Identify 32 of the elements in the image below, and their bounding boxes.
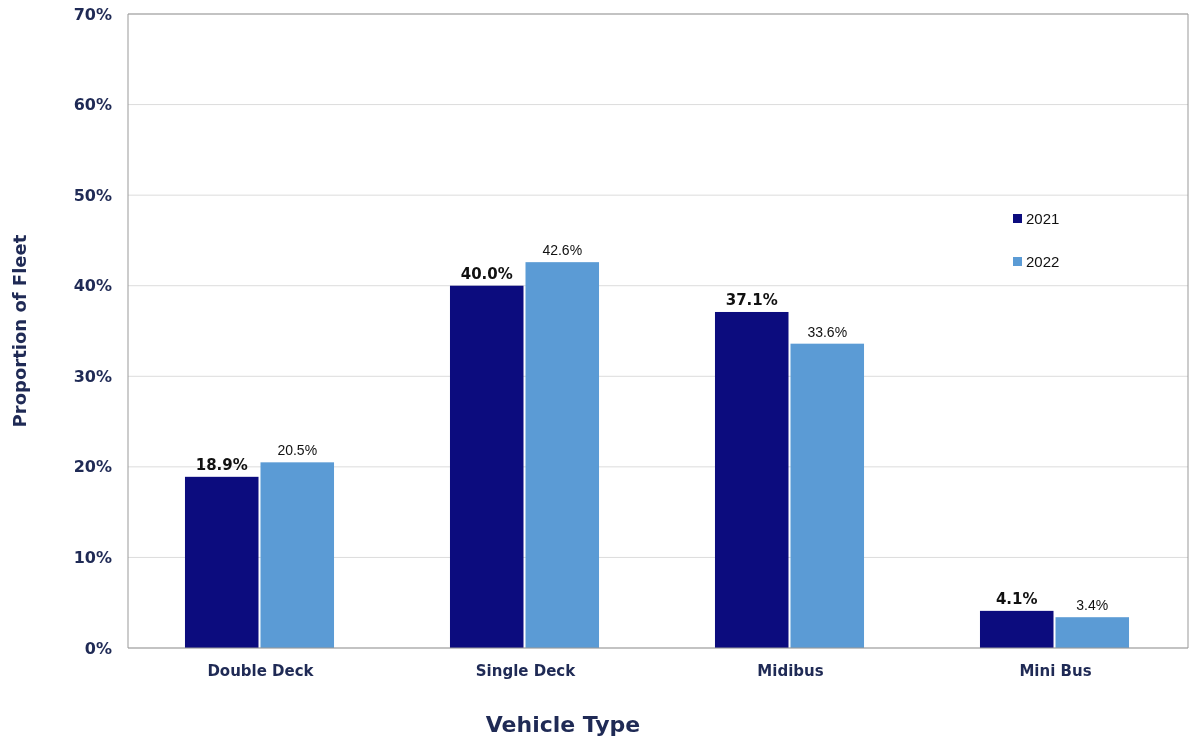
data-label: 4.1% <box>995 589 1038 608</box>
data-label: 40.0% <box>460 264 513 283</box>
data-label: 42.6% <box>542 242 583 259</box>
bar <box>979 610 1054 648</box>
bar <box>714 311 789 648</box>
y-tick-label: 50% <box>73 185 112 205</box>
bar <box>449 285 524 648</box>
bar <box>790 343 865 648</box>
y-axis-title: Proportion of Fleet <box>9 234 30 428</box>
x-tick-label: Mini Bus <box>1019 662 1092 680</box>
x-tick-label: Single Deck <box>475 662 577 680</box>
data-label: 3.4% <box>1076 597 1109 614</box>
y-tick-label: 60% <box>73 95 112 115</box>
y-tick-label: 70% <box>73 4 112 24</box>
y-tick-label: 40% <box>73 276 112 296</box>
x-tick-label: Double Deck <box>207 662 315 680</box>
y-tick-label: 10% <box>73 548 112 568</box>
data-label: 33.6% <box>807 323 848 340</box>
bar <box>525 262 600 648</box>
data-label: 37.1% <box>725 290 778 309</box>
legend-label: 2021 <box>1026 210 1060 228</box>
legend-label: 2022 <box>1026 253 1060 271</box>
bar <box>260 462 335 648</box>
bar <box>184 476 259 648</box>
y-tick-label: 20% <box>73 457 112 477</box>
data-label: 20.5% <box>277 442 318 459</box>
bar <box>1055 617 1130 648</box>
data-label: 18.9% <box>195 455 248 474</box>
y-tick-label: 0% <box>84 638 112 658</box>
x-axis-title: Vehicle Type <box>485 712 641 737</box>
y-tick-label: 30% <box>73 366 112 386</box>
x-tick-label: Midibus <box>757 662 824 680</box>
